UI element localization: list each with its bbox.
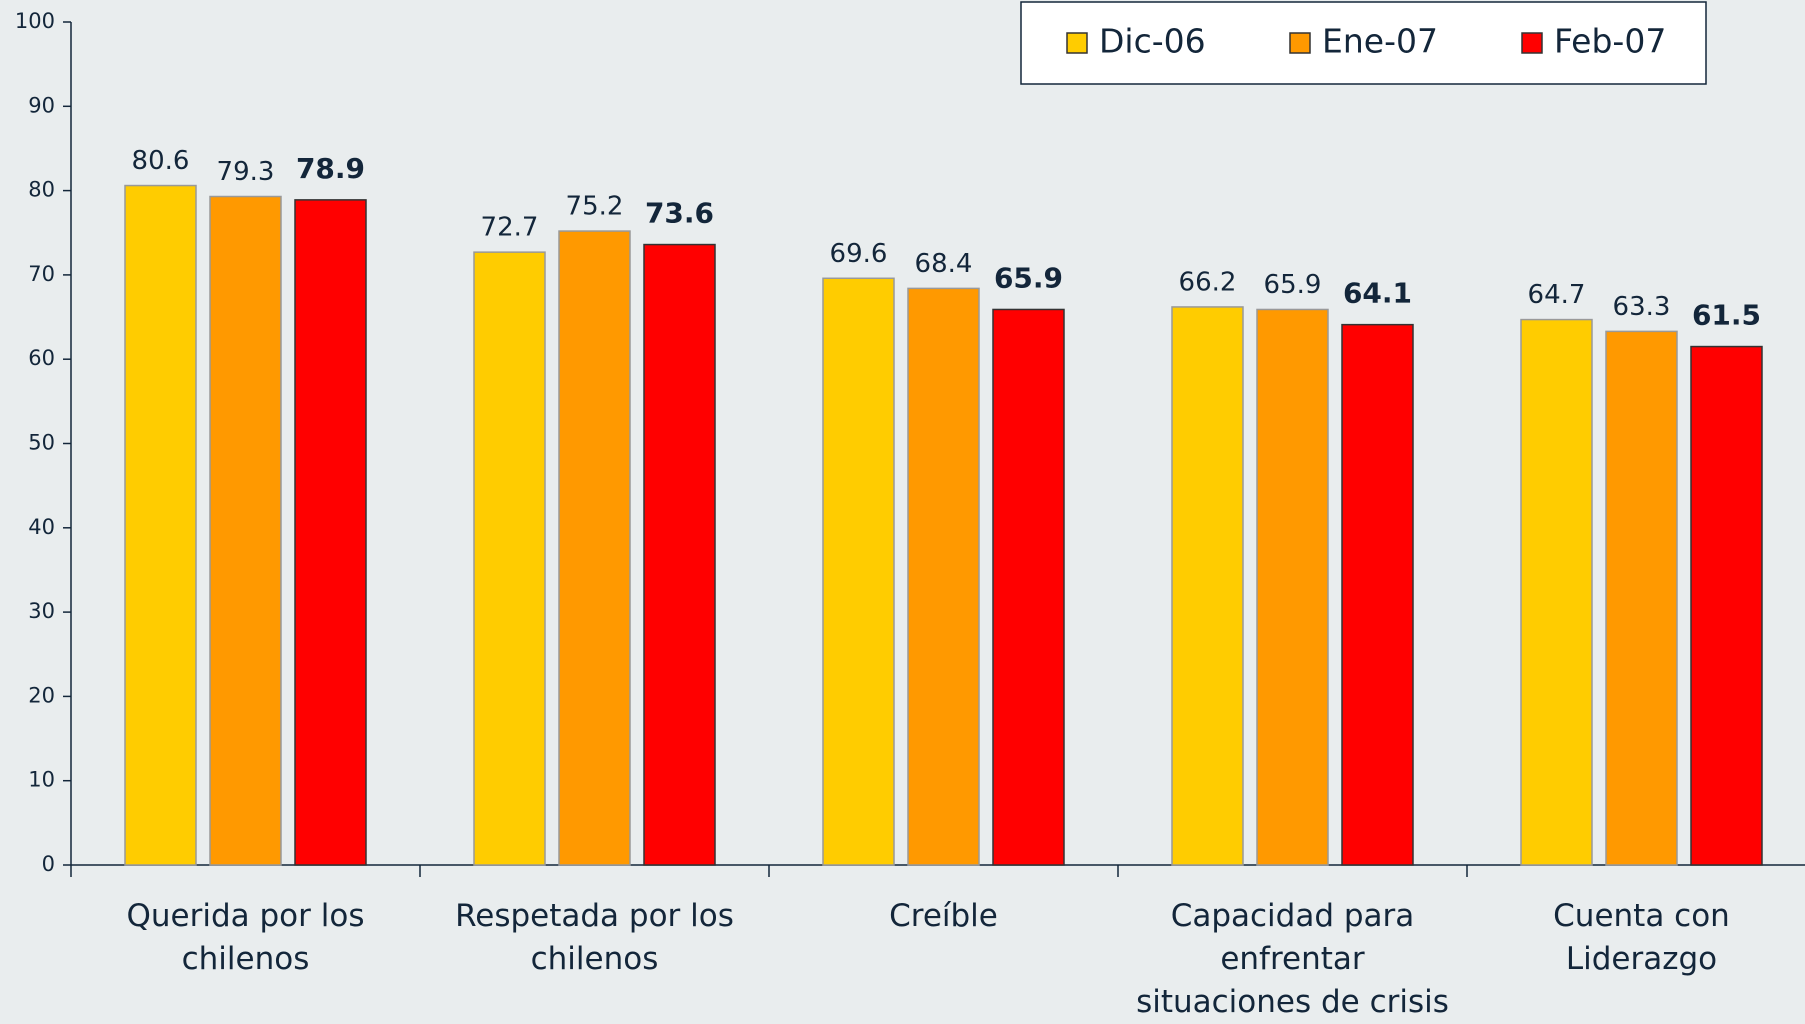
value-label: 69.6 <box>830 239 888 269</box>
bar <box>294 199 367 866</box>
x-tick-label: Querida por los chilenos <box>126 898 365 977</box>
value-label: 80.6 <box>132 146 190 176</box>
bar <box>907 287 980 866</box>
legend-label: Feb-07 <box>1554 22 1666 61</box>
bar <box>558 230 631 866</box>
value-label: 73.6 <box>645 197 714 230</box>
y-tick-label: 0 <box>42 852 55 876</box>
value-label: 68.4 <box>915 249 973 279</box>
bar <box>209 195 282 866</box>
bar <box>1690 345 1763 866</box>
bar <box>124 184 197 866</box>
y-tick-label: 70 <box>28 262 55 286</box>
value-label: 65.9 <box>1264 270 1322 300</box>
x-tick-label: Capacidad para enfrentar situaciones de … <box>1136 898 1449 1020</box>
value-label: 75.2 <box>566 192 624 222</box>
value-label: 64.7 <box>1528 280 1586 310</box>
value-label: 72.7 <box>481 213 539 243</box>
bar <box>992 308 1065 866</box>
y-tick-label: 50 <box>28 431 55 455</box>
bar <box>1520 318 1593 866</box>
x-tick-label: Cuenta con Liderazgo <box>1553 898 1730 977</box>
bar <box>822 277 895 866</box>
y-tick-label: 100 <box>15 9 55 33</box>
x-tick-label: Respetada por los chilenos <box>455 898 734 977</box>
legend-box <box>1020 1 1707 85</box>
y-tick-label: 30 <box>28 599 55 623</box>
y-tick-label: 10 <box>28 768 55 792</box>
bar <box>473 251 546 866</box>
y-tick-label: 20 <box>28 683 55 707</box>
legend-label: Dic-06 <box>1099 22 1206 61</box>
bar <box>1341 323 1414 866</box>
x-tick-label: Creíble <box>889 898 998 934</box>
bar <box>1256 308 1329 866</box>
legend-swatch <box>1289 32 1311 54</box>
y-tick-label: 80 <box>28 178 55 202</box>
value-label: 79.3 <box>217 157 275 187</box>
y-tick-label: 90 <box>28 93 55 117</box>
y-tick-label: 60 <box>28 346 55 370</box>
legend-label: Ene-07 <box>1322 22 1438 61</box>
bar <box>643 243 716 866</box>
legend-swatch <box>1066 32 1088 54</box>
y-tick-label: 40 <box>28 515 55 539</box>
bar <box>1605 330 1678 866</box>
value-label: 63.3 <box>1613 292 1671 322</box>
value-label: 66.2 <box>1179 267 1237 297</box>
legend-swatch <box>1521 32 1543 54</box>
value-label: 64.1 <box>1343 277 1412 310</box>
bar <box>1171 306 1244 866</box>
value-label: 61.5 <box>1692 299 1761 332</box>
value-label: 65.9 <box>994 261 1063 294</box>
value-label: 78.9 <box>296 152 365 185</box>
